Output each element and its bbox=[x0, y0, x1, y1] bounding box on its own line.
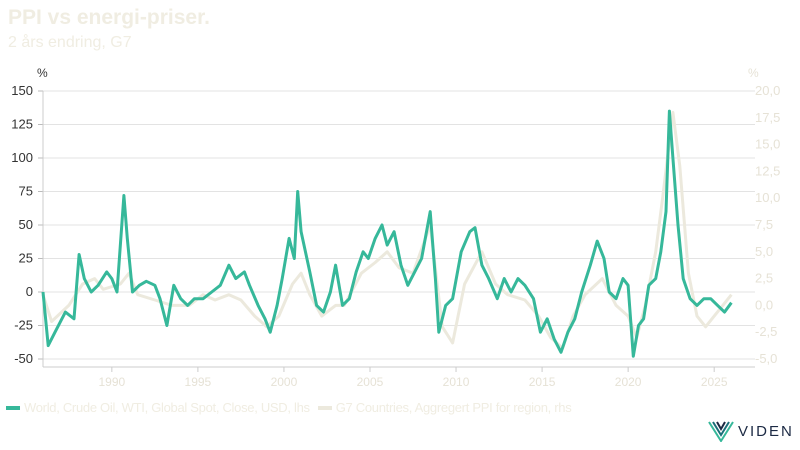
ppi-series-line bbox=[41, 110, 733, 350]
x-tick-label: 1995 bbox=[185, 375, 212, 389]
right-tick-label: -2,5 bbox=[755, 324, 777, 339]
left-tick-label: 75 bbox=[19, 184, 33, 199]
legend-swatch-ppi bbox=[317, 405, 332, 410]
viden-logo: VIDEN bbox=[708, 420, 794, 442]
chart-title: PPI vs energi-priser. bbox=[8, 6, 210, 29]
x-tick-label: 1990 bbox=[98, 375, 125, 389]
legend-label-oil: World, Crude Oil, WTI, Global Spot, Clos… bbox=[24, 400, 310, 415]
left-tick-label: 100 bbox=[11, 150, 33, 165]
right-tick-label: 2,5 bbox=[755, 271, 773, 286]
right-tick-label: 0,0 bbox=[755, 297, 773, 312]
left-tick-label: 50 bbox=[19, 217, 33, 232]
right-tick-label: 17,5 bbox=[755, 110, 780, 125]
viden-logo-text: VIDEN bbox=[738, 422, 794, 440]
left-axis-label: % bbox=[37, 66, 48, 80]
left-tick-label: 25 bbox=[19, 251, 33, 266]
left-tick-label: -50 bbox=[14, 351, 33, 366]
x-tick-label: 2005 bbox=[357, 375, 384, 389]
legend-swatch-oil bbox=[6, 405, 20, 410]
right-tick-label: -5,0 bbox=[755, 351, 777, 366]
oil-series-line bbox=[41, 109, 733, 358]
right-tick-label: 20,0 bbox=[755, 83, 780, 98]
right-tick-label: 7,5 bbox=[755, 217, 773, 232]
left-tick-label: 0 bbox=[26, 284, 33, 299]
x-tick-label: 2000 bbox=[271, 375, 298, 389]
right-tick-label: 5,0 bbox=[755, 244, 773, 259]
right-tick-label: 15,0 bbox=[755, 137, 780, 152]
legend: World, Crude Oil, WTI, Global Spot, Clos… bbox=[6, 400, 572, 415]
x-tick-label: 2010 bbox=[443, 375, 470, 389]
legend-label-ppi: G7 Countries, Aggregert PPI for region, … bbox=[335, 400, 572, 415]
x-tick-label: 2015 bbox=[529, 375, 556, 389]
x-tick-label: 2025 bbox=[701, 375, 728, 389]
chart-subtitle: 2 års endring, G7 bbox=[8, 34, 132, 51]
left-tick-label: 125 bbox=[11, 117, 33, 132]
x-tick-label: 2020 bbox=[615, 375, 642, 389]
viden-logo-icon bbox=[708, 421, 734, 442]
right-tick-label: 10,0 bbox=[755, 190, 780, 205]
right-tick-label: 12,5 bbox=[755, 163, 780, 178]
left-tick-label: 150 bbox=[11, 83, 33, 98]
right-axis-label: % bbox=[748, 66, 759, 80]
left-tick-label: -25 bbox=[14, 318, 33, 333]
